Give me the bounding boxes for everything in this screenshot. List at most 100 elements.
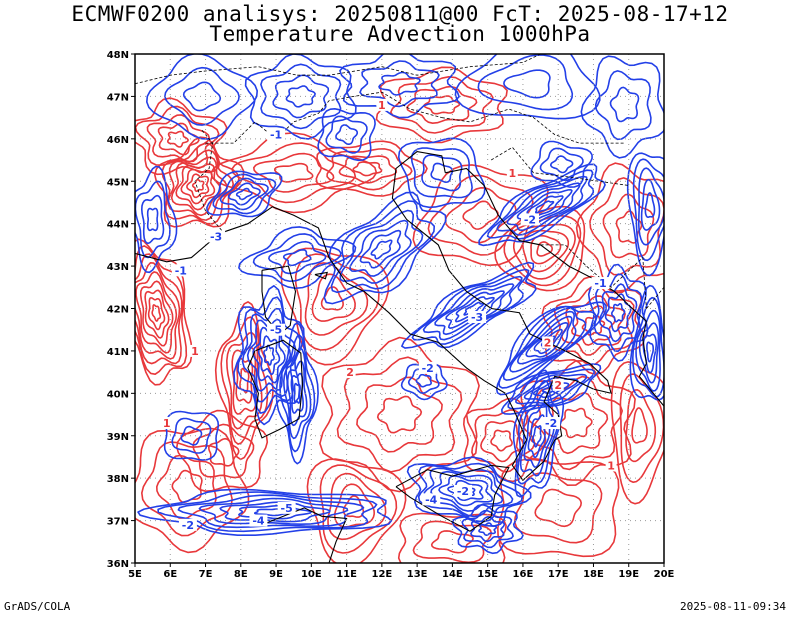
- contour-label-bg: [591, 277, 610, 290]
- contour-layer: [135, 54, 664, 563]
- cold-advection-contour: [604, 293, 632, 333]
- warm-advection-contour: [231, 142, 357, 204]
- software-credit: GrADS/COLA: [4, 600, 71, 613]
- lon-tick-label: 6E: [163, 569, 177, 580]
- warm-advection-contour: [144, 289, 170, 339]
- cold-advection-contour: [594, 70, 652, 141]
- lat-tick-label: 39N: [107, 432, 129, 443]
- warm-advection-contour-group: [214, 301, 274, 461]
- contour-label-bg: [422, 493, 441, 506]
- longitude-axis: 5E 6E 7E 8E 9E 10E 11E 12E 13E 14E 15E 16E 17E 18E 19E…: [128, 563, 675, 580]
- cold-advection-contour: [282, 249, 312, 267]
- warm-advection-contour: [336, 356, 463, 473]
- cold-advection-contour: [141, 194, 165, 245]
- cold-advection-contour: [146, 207, 159, 232]
- warm-advection-contour: [306, 458, 407, 563]
- warm-advection-contour: [280, 247, 390, 366]
- cold-advection-contour-group: [238, 226, 357, 290]
- cold-advection-contour: [550, 155, 574, 174]
- cold-advection-contour: [430, 470, 504, 512]
- cold-advection-contour: [415, 373, 432, 388]
- cold-advection-contour: [157, 491, 378, 533]
- cold-advection-contour: [285, 85, 316, 108]
- lat-tick-label: 41N: [107, 347, 129, 358]
- contour-label-bg: [249, 514, 268, 527]
- cold-advection-contour: [323, 191, 447, 305]
- warm-advection-contour: [135, 97, 228, 176]
- cold-advection-contour: [593, 273, 643, 352]
- cold-advection-contour: [293, 382, 301, 404]
- cold-advection-contour: [272, 74, 330, 119]
- cold-advection-contour: [349, 219, 412, 277]
- warm-advection-contour: [480, 420, 524, 463]
- cold-advection-contour: [235, 187, 253, 201]
- cold-advection-contour: [339, 54, 460, 119]
- warm-advection-contour: [412, 520, 493, 563]
- warm-advection-contour: [146, 114, 211, 163]
- cold-advection-contour: [286, 360, 308, 427]
- lon-tick-label: 9E: [269, 569, 283, 580]
- cold-advection-contour: [644, 192, 656, 218]
- coastline: [395, 464, 510, 532]
- cold-advection-contour: [238, 226, 357, 290]
- cold-advection-contour: [611, 303, 626, 323]
- country-border: [441, 108, 626, 144]
- warm-advection-contour-group: [315, 140, 428, 197]
- warm-advection-contour: [156, 454, 217, 520]
- coastline-layer: [135, 54, 664, 563]
- warm-advection-contour: [356, 376, 443, 453]
- cold-advection-contour: [516, 315, 573, 365]
- cold-advection-contour: [598, 283, 638, 343]
- cold-advection-contour: [163, 410, 220, 461]
- contour-label-bg: [376, 98, 388, 111]
- cold-advection-contour-group: [626, 152, 664, 277]
- cold-advection-contour: [531, 425, 542, 448]
- warm-advection-contour: [147, 297, 166, 331]
- cold-advection-contour: [646, 341, 654, 363]
- lat-tick-label: 43N: [107, 262, 129, 273]
- warm-advection-contour: [208, 437, 240, 467]
- contour-label: -3: [471, 311, 483, 324]
- warm-advection-contour: [239, 367, 250, 394]
- cold-advection-contour: [533, 328, 563, 355]
- cold-advection-contour: [642, 333, 657, 374]
- contour-label-bg: [605, 459, 617, 472]
- contour-label: 2: [554, 379, 562, 392]
- latitude-axis: 36N 37N 38N 39N 40N 41N 42N 43N 44N 45N 46N 47N 48N: [107, 50, 135, 570]
- contour-label: -2: [182, 519, 194, 532]
- warm-advection-contour: [320, 286, 344, 311]
- cold-advection-contour: [370, 239, 393, 260]
- cold-advection-contour: [241, 307, 297, 403]
- cold-advection-contour-group: [401, 261, 537, 349]
- cold-advection-contour: [135, 165, 178, 274]
- contour-label-bg: [171, 264, 190, 277]
- cold-advection-contour: [359, 60, 440, 108]
- contour-label: 1: [607, 459, 615, 472]
- contour-label-bg: [542, 417, 561, 430]
- cold-advection-contour: [516, 379, 560, 485]
- cold-advection-contour: [180, 425, 203, 446]
- warm-advection-contour: [610, 361, 664, 505]
- lat-tick-label: 46N: [107, 135, 129, 146]
- cold-advection-contour-group: [451, 504, 524, 555]
- cold-advection-contour: [275, 322, 319, 465]
- lat-tick-label: 47N: [107, 92, 129, 103]
- cold-advection-contour: [198, 497, 349, 525]
- cold-advection-contour: [461, 510, 514, 549]
- cold-advection-contour: [539, 147, 584, 181]
- warm-advection-contour: [490, 429, 513, 452]
- cold-advection-contour: [502, 307, 587, 381]
- cold-advection-contour-group: [397, 137, 486, 209]
- warm-advection-contour: [151, 304, 162, 322]
- cold-advection-contour-group: [495, 301, 607, 396]
- contour-label: 1: [509, 167, 517, 180]
- warm-advection-contour-group: [306, 458, 407, 563]
- warm-advection-contour: [319, 464, 398, 554]
- cold-advection-contour: [206, 170, 283, 218]
- cold-advection-contour: [530, 140, 593, 188]
- warm-advection-contour: [135, 238, 193, 386]
- cold-advection-contour: [486, 169, 595, 240]
- contour-label: -1: [594, 277, 606, 290]
- cold-advection-contour-group: [135, 165, 178, 274]
